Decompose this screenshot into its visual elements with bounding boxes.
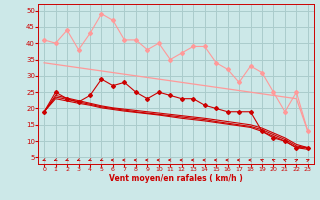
X-axis label: Vent moyen/en rafales ( km/h ): Vent moyen/en rafales ( km/h ) [109, 174, 243, 183]
